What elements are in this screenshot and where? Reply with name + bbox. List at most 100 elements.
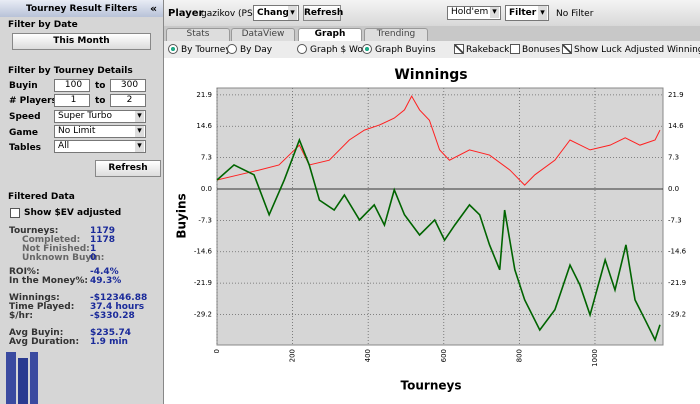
chart-title: Winnings xyxy=(394,67,467,83)
y-tick-label: 0.0 xyxy=(201,185,212,193)
field-label: to xyxy=(95,81,106,91)
y-tick-label: 7.3 xyxy=(201,154,212,162)
decoration xyxy=(6,352,16,404)
series-line xyxy=(216,137,661,342)
dropdown[interactable]: Super Turbo xyxy=(54,110,146,123)
y-tick-label: -21.9 xyxy=(668,279,686,287)
y-tick-label: 14.6 xyxy=(196,122,212,130)
y-tick-label: -29.2 xyxy=(668,310,686,318)
stat-label: Time Played: xyxy=(9,302,75,312)
field-label: Tables xyxy=(9,143,42,153)
filter-button[interactable]: Filter xyxy=(505,5,549,21)
stat-label: Winnings: xyxy=(9,293,60,303)
checkbox[interactable] xyxy=(562,44,572,54)
stat-label: Tourneys: xyxy=(9,226,59,236)
x-tick-label: 400 xyxy=(364,349,372,362)
y-tick-label: 0.0 xyxy=(668,185,679,193)
input[interactable]: 1 xyxy=(54,94,90,107)
refresh-button[interactable]: Refresh xyxy=(303,5,343,21)
field-label: # Players xyxy=(9,96,57,106)
x-axis-title: Tourneys xyxy=(401,379,462,393)
section-heading: Filter by Date xyxy=(8,20,78,30)
series-line xyxy=(216,95,661,186)
y-tick-label: -14.6 xyxy=(668,248,687,256)
y-tick-label: 7.3 xyxy=(668,154,679,162)
toolbar: Player gazikov (PS) Change Refresh Hold'… xyxy=(164,0,700,26)
sidebar-header xyxy=(0,0,163,17)
y-tick-label: -29.2 xyxy=(194,310,212,318)
collapse-button[interactable]: « xyxy=(150,2,158,15)
game-dropdown[interactable]: Hold'em xyxy=(447,6,501,20)
x-tick-label: 0 xyxy=(213,349,221,353)
stat-value: -$12346.88 xyxy=(90,293,148,303)
radio[interactable] xyxy=(168,44,178,54)
radio-label: Graph $ Won xyxy=(310,45,369,55)
stat-value: 1178 xyxy=(90,235,116,245)
x-tick-label: 1000 xyxy=(591,349,599,367)
y-tick-label: -21.9 xyxy=(194,279,212,287)
y-tick-label: -7.3 xyxy=(668,216,682,224)
dropdown[interactable]: All xyxy=(54,140,146,153)
checkbox-label: Rakeback xyxy=(466,45,510,55)
stat-value: 0 xyxy=(90,253,97,263)
change-button[interactable]: Change xyxy=(253,5,299,21)
radio[interactable] xyxy=(362,44,372,54)
input[interactable]: 100 xyxy=(54,79,90,92)
y-tick-label: -7.3 xyxy=(198,216,212,224)
stat-value: 49.3% xyxy=(90,276,122,286)
field-label: Buyin xyxy=(9,81,38,91)
refresh-button[interactable]: Refresh xyxy=(95,160,161,177)
y-tick-label: 14.6 xyxy=(668,122,684,130)
section-heading: Filtered Data xyxy=(8,192,75,202)
radio-label: Graph Buyins xyxy=(375,45,436,55)
stat-value: -4.4% xyxy=(90,267,119,277)
stat-value: 37.4 hours xyxy=(90,302,145,312)
field-label: to xyxy=(95,96,106,106)
input[interactable]: 300 xyxy=(110,79,146,92)
dropdown[interactable]: No Limit xyxy=(54,125,146,138)
tab[interactable]: Graph xyxy=(298,28,362,41)
stat-label: Unknown Buyin: xyxy=(22,253,105,263)
stat-label: In the Money%: xyxy=(9,276,88,286)
radio-label: By Tourney xyxy=(181,45,231,55)
input[interactable]: 2 xyxy=(110,94,146,107)
stat-value: 1 xyxy=(90,244,97,254)
tab[interactable]: Trending xyxy=(364,28,428,41)
x-tick-label: 200 xyxy=(289,349,297,362)
y-tick-label: 21.9 xyxy=(668,91,684,99)
sidebar-title: Tourney Result Filters xyxy=(26,4,138,14)
sidebar: Tourney Result Filters « Filter by Date … xyxy=(0,0,164,404)
filter-status: No Filter xyxy=(556,9,594,19)
stat-label: Completed: xyxy=(22,235,81,245)
checkbox[interactable] xyxy=(510,44,520,54)
field-label: Speed xyxy=(9,112,41,122)
date-button[interactable]: This Month xyxy=(12,33,151,50)
chart: Winnings Tourneys Buyins 21.9 21.9 14.6 14.… xyxy=(164,58,700,404)
tab[interactable]: Stats xyxy=(166,28,230,41)
y-axis-title: Buyins xyxy=(175,193,189,238)
y-tick-label: 21.9 xyxy=(196,91,212,99)
tab[interactable]: DataView xyxy=(231,28,295,41)
checkbox[interactable] xyxy=(454,44,464,54)
x-tick-label: 600 xyxy=(440,349,448,362)
stat-value: 1179 xyxy=(90,226,116,236)
stat-label: Avg Buyin: xyxy=(9,328,64,338)
player-name: gazikov (PS) xyxy=(201,9,257,19)
y-tick-label: -14.6 xyxy=(194,248,213,256)
checkbox-label: Bonuses xyxy=(522,45,561,55)
checkbox[interactable] xyxy=(10,208,20,218)
decoration xyxy=(30,352,38,404)
radio[interactable] xyxy=(227,44,237,54)
decoration xyxy=(18,358,28,404)
checkbox-label: Show $EV adjusted xyxy=(24,208,122,218)
checkbox-label: Show Luck Adjusted Winnings xyxy=(574,45,700,55)
x-tick-label: 800 xyxy=(515,349,523,362)
stat-label: Avg Duration: xyxy=(9,337,80,347)
radio-label: By Day xyxy=(240,45,273,55)
player-label: Player xyxy=(168,8,204,19)
radio[interactable] xyxy=(297,44,307,54)
stat-label: ROI%: xyxy=(9,267,40,277)
stat-label: Not Finished: xyxy=(22,244,90,254)
stat-value: $235.74 xyxy=(90,328,131,338)
